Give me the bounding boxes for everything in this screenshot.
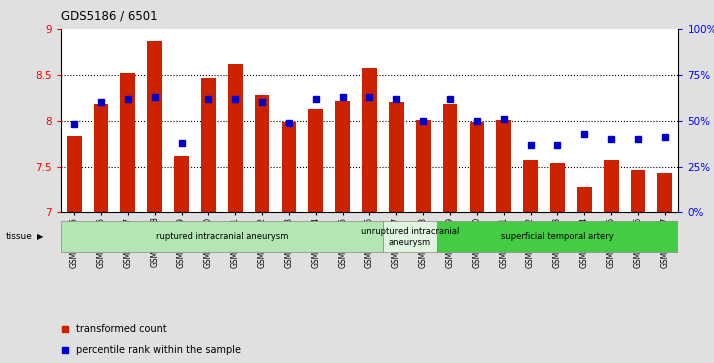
Bar: [228, 64, 243, 212]
Bar: [174, 155, 189, 212]
Bar: [604, 160, 618, 212]
Bar: [61, 221, 383, 252]
Bar: [470, 122, 484, 212]
Bar: [66, 136, 81, 212]
Bar: [281, 122, 296, 212]
Text: tissue: tissue: [6, 232, 33, 241]
Bar: [94, 104, 109, 212]
Bar: [658, 173, 673, 212]
Bar: [121, 73, 135, 212]
Bar: [550, 163, 565, 212]
Bar: [336, 101, 350, 212]
Bar: [389, 102, 403, 212]
Bar: [523, 160, 538, 212]
Bar: [255, 95, 269, 212]
Text: percentile rank within the sample: percentile rank within the sample: [76, 345, 241, 355]
Text: ▶: ▶: [37, 232, 44, 241]
Text: transformed count: transformed count: [76, 324, 166, 334]
Text: unruptured intracranial
aneurysm: unruptured intracranial aneurysm: [361, 227, 459, 246]
Text: GDS5186 / 6501: GDS5186 / 6501: [61, 9, 157, 22]
Bar: [630, 170, 645, 212]
Text: ruptured intracranial aneurysm: ruptured intracranial aneurysm: [156, 232, 288, 241]
Text: superficial temporal artery: superficial temporal artery: [501, 232, 614, 241]
Bar: [416, 120, 431, 212]
Bar: [437, 221, 678, 252]
Bar: [147, 41, 162, 212]
Bar: [577, 187, 592, 212]
Bar: [201, 78, 216, 212]
Bar: [362, 68, 377, 212]
Bar: [496, 120, 511, 212]
Bar: [383, 221, 437, 252]
Bar: [443, 104, 458, 212]
Bar: [308, 109, 323, 212]
